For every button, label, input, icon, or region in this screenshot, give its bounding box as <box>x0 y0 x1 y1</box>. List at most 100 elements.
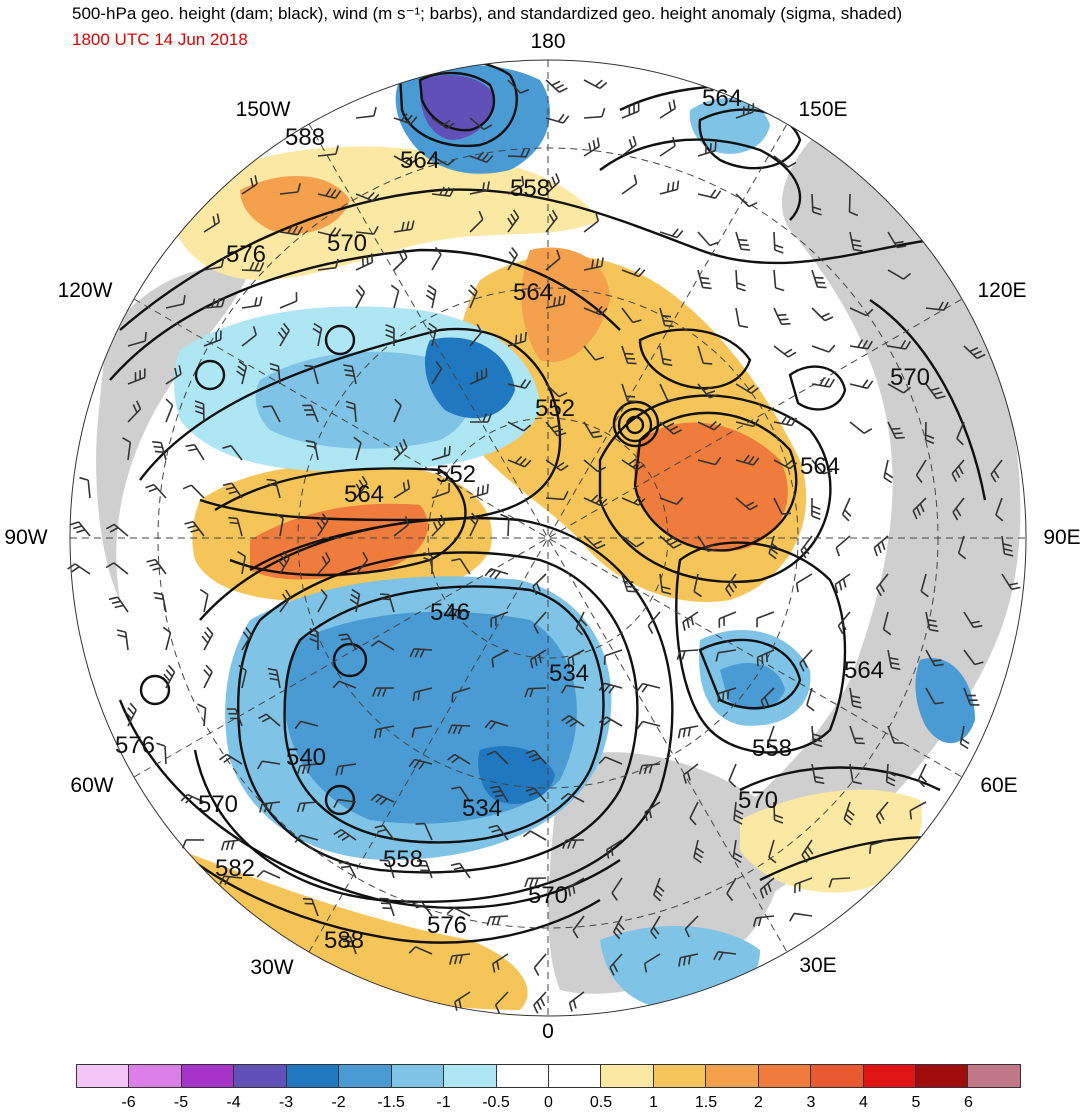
wind-barb <box>598 756 623 765</box>
wind-barb <box>869 839 889 854</box>
wind-barb <box>507 148 531 158</box>
wind-barb <box>952 497 965 521</box>
wind-barb <box>181 839 205 849</box>
wind-barb <box>697 141 717 157</box>
wind-barb <box>304 364 319 385</box>
wind-barb <box>415 822 433 841</box>
wind-barb <box>735 307 749 329</box>
wind-barb <box>849 339 873 350</box>
wind-barb <box>355 191 380 202</box>
wind-barb <box>312 322 323 347</box>
wind-barb <box>677 725 699 739</box>
wind-barb <box>127 331 147 347</box>
wind-barb <box>125 702 137 727</box>
wind-barb <box>279 183 301 195</box>
colorbar-swatch <box>863 1065 916 1087</box>
wind-barb <box>799 649 813 672</box>
wind-barb <box>561 715 585 728</box>
wind-barb <box>735 231 751 251</box>
wind-barb <box>317 145 339 157</box>
wind-barb <box>837 611 851 635</box>
wind-barb <box>697 535 717 552</box>
wind-barb <box>122 437 132 461</box>
wind-barb <box>567 649 585 668</box>
wind-barb <box>684 915 699 938</box>
wind-barb <box>659 383 677 402</box>
warm-anomaly-siberia <box>634 422 788 551</box>
wind-barb <box>393 113 418 125</box>
wind-barb <box>598 716 623 727</box>
wind-barb <box>621 383 637 403</box>
wind-barb <box>849 307 874 317</box>
wind-barb <box>811 193 822 216</box>
colorbar-swatch <box>968 1065 1020 1087</box>
wind-barb <box>887 231 907 249</box>
wind-barb <box>789 912 813 922</box>
wind-barb <box>355 475 368 499</box>
longitude-label: 60E <box>980 774 1018 797</box>
contour-label: 564 <box>800 453 840 480</box>
wind-barb <box>316 513 329 537</box>
wind-barb <box>241 326 257 347</box>
wind-barb <box>379 897 395 917</box>
wind-barb <box>341 935 357 955</box>
wind-barb <box>355 253 374 271</box>
wind-barb <box>659 137 676 157</box>
wind-barb <box>735 383 759 394</box>
colorbar-swatch <box>286 1065 340 1087</box>
wind-barb <box>309 628 319 651</box>
wind-barb <box>238 664 247 689</box>
colorbar-swatch <box>916 1065 969 1087</box>
wind-barb <box>583 257 604 271</box>
wind-barb <box>447 753 471 765</box>
wind-barb <box>882 611 892 636</box>
wind-barb <box>393 220 415 233</box>
wind-barb <box>876 573 889 597</box>
wind-barb <box>220 839 243 851</box>
wind-barb <box>431 514 446 537</box>
wind-barb <box>887 725 904 744</box>
wind-barb <box>834 573 851 594</box>
wind-barb <box>835 535 851 557</box>
wind-barb <box>355 106 377 119</box>
wind-barb <box>659 535 682 549</box>
wind-barb <box>152 441 167 461</box>
wind-barb <box>572 915 585 939</box>
wind-barb <box>374 824 395 841</box>
wind-barb <box>393 438 408 461</box>
wind-barb <box>408 946 433 955</box>
wind-barb <box>583 535 606 550</box>
wind-barb <box>317 227 342 237</box>
wind-barb <box>449 953 471 965</box>
wind-barb <box>469 117 493 131</box>
wind-barb <box>768 839 777 864</box>
wind-barb <box>423 552 433 575</box>
wind-barb <box>644 801 661 822</box>
wind-barb <box>828 877 851 888</box>
wind-barb <box>773 231 784 254</box>
wind-barb <box>105 523 129 537</box>
wind-barb <box>372 687 395 697</box>
contour-label: 564 <box>344 481 384 508</box>
wind-barb <box>887 339 912 350</box>
wind-barb <box>545 383 568 398</box>
wind-barb <box>203 297 226 309</box>
longitude-label: 90W <box>4 526 48 549</box>
wind-barb <box>643 953 661 973</box>
wind-barb <box>612 915 625 940</box>
contour-labels: 564 564 558 588 576 570 564 552 570 564 552 564 546 5… <box>115 85 930 954</box>
wind-barb <box>925 383 946 400</box>
wind-barb <box>412 900 433 917</box>
wind-barb <box>237 550 246 575</box>
colorbar-swatch <box>129 1065 182 1087</box>
wind-barb <box>990 459 1003 483</box>
wind-barb <box>524 687 547 698</box>
wind-barb <box>621 174 638 195</box>
colorbar-label: -0.5 <box>482 1094 510 1111</box>
wind-barb <box>659 180 680 195</box>
wind-barb <box>393 248 408 271</box>
wind-barb <box>184 520 205 537</box>
wind-barb <box>412 687 433 702</box>
valid-time: 1800 UTC 14 Jun 2018 <box>72 30 248 49</box>
height-contours <box>98 60 987 944</box>
